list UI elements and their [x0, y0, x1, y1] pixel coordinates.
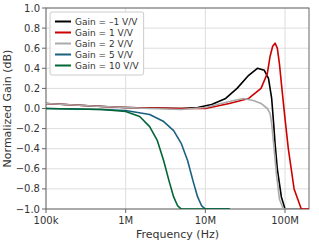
- grid-line-y: [46, 148, 309, 149]
- tick-y: [42, 148, 46, 149]
- tick-x: [125, 209, 126, 213]
- grid-line-y: [46, 128, 309, 129]
- legend-label: Gain = –1 V/V: [75, 17, 138, 27]
- chart: −1.0 −0.8 −0.6 −0.4 −0.2 0.0 0.2 0.4 0.6 0.8 1.0 10…: [0, 0, 319, 243]
- tick-y: [42, 28, 46, 29]
- grid-line-y: [46, 168, 309, 169]
- axes: −1.0 −0.8 −0.6 −0.4 −0.2 0.0 0.2 0.4 0.6 0.8 1.0 10…: [16, 3, 309, 227]
- tick-x: [285, 209, 286, 213]
- series-line: [46, 98, 299, 209]
- tick-label-x: 10M: [195, 215, 216, 226]
- tick-y: [42, 209, 46, 210]
- tick-y: [42, 108, 46, 109]
- legend-item: Gain = –1 V/V: [55, 17, 138, 27]
- legend-item: Gain = 1 V/V: [55, 28, 134, 38]
- legend-label: Gain = 5 V/V: [75, 50, 134, 60]
- tick-y: [42, 188, 46, 189]
- legend: Gain = –1 V/VGain = 1 V/VGain = 2 V/VGai…: [50, 12, 144, 75]
- tick-label-y: 1.0: [24, 3, 40, 14]
- plot-frame: [46, 8, 309, 209]
- tick-label-y: −0.6: [16, 163, 40, 174]
- tick-label-y: 0.6: [24, 43, 40, 54]
- legend-item: Gain = 5 V/V: [55, 50, 134, 60]
- tick-y: [42, 168, 46, 169]
- tick-x: [205, 209, 206, 213]
- x-axis-label: Frequency (Hz): [136, 228, 219, 241]
- tick-label-y: −1.0: [16, 204, 40, 215]
- legend-label: Gain = 2 V/V: [75, 39, 134, 49]
- series-line: [46, 109, 229, 210]
- tick-x: [46, 209, 47, 213]
- tick-label-y: −0.8: [16, 183, 40, 194]
- tick-label-x: 100k: [34, 215, 59, 226]
- legend-swatch: [55, 65, 71, 67]
- grid: [46, 8, 309, 209]
- tick-y: [42, 8, 46, 9]
- tick-y: [42, 128, 46, 129]
- tick-label-x: 100M: [271, 215, 299, 226]
- tick-label-y: 0.4: [24, 63, 40, 74]
- legend-item: Gain = 2 V/V: [55, 39, 134, 49]
- tick-label-y: 0.2: [24, 83, 40, 94]
- legend-swatch: [55, 21, 71, 23]
- series-line: [46, 43, 309, 209]
- series-line: [46, 109, 229, 210]
- tick-y: [42, 48, 46, 49]
- legend-swatch: [55, 32, 71, 34]
- plot-area: [46, 8, 309, 209]
- series-group: [46, 43, 309, 209]
- grid-line-y: [46, 188, 309, 189]
- tick-label-y: −0.2: [16, 123, 40, 134]
- tick-label-x: 1M: [118, 215, 133, 226]
- y-axis-label: Normalized Gain (dB): [1, 50, 14, 168]
- tick-label-y: 0.0: [24, 103, 40, 114]
- legend-swatch: [55, 43, 71, 45]
- series-line: [46, 68, 299, 209]
- legend-label: Gain = 1 V/V: [75, 28, 134, 38]
- legend-swatch: [55, 54, 71, 56]
- tick-y: [42, 88, 46, 89]
- legend-label: Gain = 10 V/V: [75, 61, 139, 71]
- tick-label-y: 0.8: [24, 23, 40, 34]
- legend-item: Gain = 10 V/V: [55, 61, 139, 71]
- tick-label-y: −0.4: [16, 143, 40, 154]
- legend-box: [50, 12, 144, 75]
- tick-y: [42, 68, 46, 69]
